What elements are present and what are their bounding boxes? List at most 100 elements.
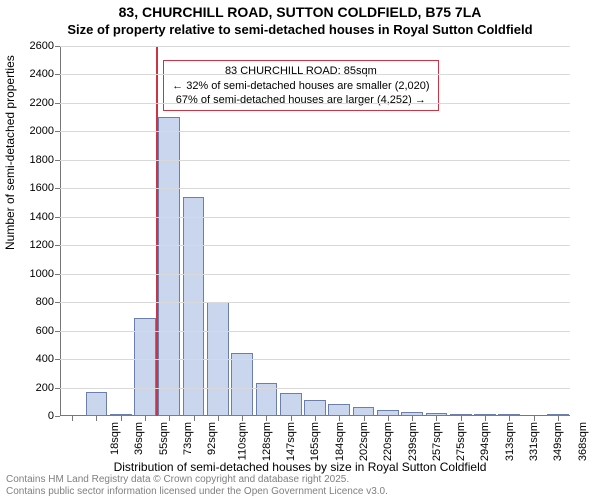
histogram-bar [86,392,108,416]
y-tick-label: 1400 [16,211,54,223]
x-tick-label: 36sqm [133,422,145,455]
histogram-bar [158,117,180,416]
x-tick-label: 368sqm [577,422,589,461]
footer-line2: Contains public sector information licen… [6,486,388,498]
x-tick-mark [121,416,122,421]
y-tick-mark [55,359,60,360]
y-tick-mark [55,160,60,161]
y-tick-mark [55,331,60,332]
x-tick-mark [485,416,486,421]
y-tick-mark [55,188,60,189]
chart-container: 83, CHURCHILL ROAD, SUTTON COLDFIELD, B7… [0,0,600,500]
y-tick-label: 1800 [16,154,54,166]
y-tick-mark [55,131,60,132]
y-tick-label: 1200 [16,239,54,251]
x-tick-label: 239sqm [407,422,419,461]
x-tick-mark [218,416,219,421]
y-tick-mark [55,46,60,47]
x-tick-label: 55sqm [158,422,170,455]
annotation-line: ← 32% of semi-detached houses are smalle… [172,79,429,93]
x-tick-mark [509,416,510,421]
x-tick-mark [388,416,389,421]
x-tick-mark [242,416,243,421]
footer-line1: Contains HM Land Registry data © Crown c… [6,474,388,486]
grid-line [60,274,570,275]
y-tick-mark [55,388,60,389]
title-sub: Size of property relative to semi-detach… [0,22,600,38]
histogram-bar [134,318,156,416]
y-tick-label: 0 [16,410,54,422]
y-tick-label: 1600 [16,182,54,194]
y-tick-mark [55,245,60,246]
grid-line [60,245,570,246]
y-tick-label: 2000 [16,125,54,137]
annotation-line: 83 CHURCHILL ROAD: 85sqm [172,64,429,78]
y-tick-mark [55,103,60,104]
x-axis-title: Distribution of semi-detached houses by … [0,460,600,474]
x-tick-label: 331sqm [528,422,540,461]
y-tick-label: 800 [16,296,54,308]
grid-line [60,46,570,47]
x-tick-mark [534,416,535,421]
x-tick-mark [364,416,365,421]
footer: Contains HM Land Registry data © Crown c… [6,474,388,498]
x-tick-label: 349sqm [552,422,564,461]
x-tick-mark [558,416,559,421]
y-tick-label: 2400 [16,68,54,80]
title-block: 83, CHURCHILL ROAD, SUTTON COLDFIELD, B7… [0,0,600,38]
y-tick-label: 1000 [16,268,54,280]
histogram-bar [231,353,253,416]
grid-line [60,302,570,303]
x-tick-label: 294sqm [480,422,492,461]
x-tick-label: 18sqm [109,422,121,455]
y-tick-mark [55,416,60,417]
x-tick-label: 128sqm [261,422,273,461]
grid-line [60,217,570,218]
plot-area: 83 CHURCHILL ROAD: 85sqm← 32% of semi-de… [60,46,570,416]
x-tick-mark [169,416,170,421]
y-tick-mark [55,302,60,303]
x-tick-label: 202sqm [358,422,370,461]
y-tick-label: 2600 [16,40,54,52]
x-tick-mark [266,416,267,421]
x-tick-mark [145,416,146,421]
y-tick-label: 2200 [16,97,54,109]
grid-line [60,103,570,104]
y-tick-label: 400 [16,353,54,365]
x-tick-label: 275sqm [455,422,467,461]
x-tick-mark [315,416,316,421]
marker-line [156,46,158,416]
grid-line [60,74,570,75]
histogram-bar [304,400,326,416]
grid-line [60,359,570,360]
x-tick-mark [436,416,437,421]
x-tick-label: 110sqm [236,422,248,460]
x-tick-mark [412,416,413,421]
x-tick-mark [291,416,292,421]
x-tick-mark [461,416,462,421]
annotation-line: 67% of semi-detached houses are larger (… [172,93,429,107]
histogram-bar [183,197,205,416]
x-tick-label: 165sqm [310,422,322,461]
grid-line [60,331,570,332]
y-tick-mark [55,217,60,218]
histogram-bar [280,393,302,416]
x-tick-mark [194,416,195,421]
x-tick-label: 257sqm [431,422,443,461]
y-tick-label: 600 [16,325,54,337]
histogram-bar [328,404,350,416]
y-axis-title: Number of semi-detached properties [3,55,17,250]
x-tick-mark [72,416,73,421]
x-tick-mark [339,416,340,421]
x-tick-mark [96,416,97,421]
title-main: 83, CHURCHILL ROAD, SUTTON COLDFIELD, B7… [0,4,600,22]
x-tick-label: 313sqm [504,422,516,461]
x-tick-label: 220sqm [382,422,394,461]
y-tick-label: 200 [16,382,54,394]
grid-line [60,388,570,389]
x-tick-label: 147sqm [285,422,297,461]
y-tick-mark [55,74,60,75]
grid-line [60,131,570,132]
y-tick-mark [55,274,60,275]
grid-line [60,160,570,161]
